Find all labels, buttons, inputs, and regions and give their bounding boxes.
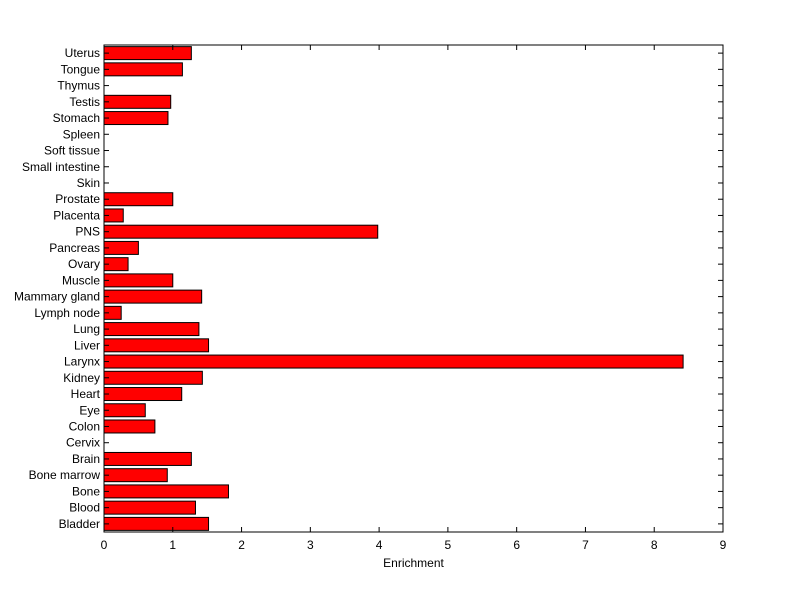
bar-bone [103, 484, 229, 499]
y-tick-label-ovary: Ovary [68, 257, 100, 271]
bar-eye [103, 403, 146, 418]
y-tick-label-lymph-node: Lymph node [34, 306, 100, 320]
bar-larynx [103, 354, 684, 369]
x-tick-label: 1 [169, 538, 176, 552]
y-tick-label-thymus: Thymus [57, 79, 100, 93]
x-tick-label: 3 [307, 538, 314, 552]
bar-tongue [103, 62, 183, 77]
y-tick-label-eye: Eye [79, 403, 100, 417]
y-tick-label-muscle: Muscle [62, 273, 100, 287]
y-tick-label-blood: Blood [69, 501, 100, 515]
bar-mammary-gland [103, 289, 203, 304]
ticks [103, 45, 724, 532]
bar-colon [103, 419, 156, 434]
x-tick-label: 9 [720, 538, 727, 552]
x-tick-label: 0 [101, 538, 108, 552]
y-tick-label-bone: Bone [72, 484, 100, 498]
y-tick-label-bone-marrow: Bone marrow [29, 468, 101, 482]
y-tick-label-spleen: Spleen [63, 127, 100, 141]
bars [103, 46, 684, 531]
y-tick-label-colon: Colon [69, 419, 100, 433]
y-tick-label-prostate: Prostate [55, 192, 100, 206]
bar-brain [103, 451, 192, 466]
y-tick-label-brain: Brain [72, 452, 100, 466]
bar-muscle [103, 273, 174, 288]
bar-heart [103, 387, 183, 402]
bar-prostate [103, 192, 174, 207]
x-tick-label: 4 [376, 538, 383, 552]
y-tick-label-pancreas: Pancreas [49, 241, 100, 255]
y-tick-label-small-intestine: Small intestine [22, 160, 100, 174]
y-tick-label-liver: Liver [74, 338, 100, 352]
y-tick-label-testis: Testis [69, 95, 100, 109]
bar-pns [103, 224, 379, 239]
y-tick-label-larynx: Larynx [64, 355, 100, 369]
bar-testis [103, 94, 172, 109]
x-tick-label: 6 [513, 538, 520, 552]
x-tick-labels: 0 1 2 3 4 5 6 7 8 9 [101, 538, 727, 552]
y-tick-label-lung: Lung [73, 322, 100, 336]
bar-bladder [103, 516, 210, 531]
y-tick-label-mammary-gland: Mammary gland [14, 290, 100, 304]
y-tick-label-tongue: Tongue [61, 62, 101, 76]
x-tick-label: 8 [651, 538, 658, 552]
x-axis-title: Enrichment [383, 556, 444, 570]
bar-bone-marrow [103, 468, 168, 483]
y-tick-labels: Bladder Blood Bone Bone marrow Brain Cervix Co… [14, 46, 101, 531]
bar-liver [103, 338, 210, 353]
y-tick-label-placenta: Placenta [53, 208, 100, 222]
y-tick-label-kidney: Kidney [63, 371, 100, 385]
bar-blood [103, 500, 196, 515]
y-tick-label-heart: Heart [71, 387, 101, 401]
x-tick-label: 7 [582, 538, 589, 552]
x-tick-label: 5 [445, 538, 452, 552]
bar-uterus [103, 46, 192, 61]
plot-frame [103, 44, 724, 533]
bar-stomach [103, 111, 169, 126]
bar-lung [103, 322, 200, 337]
y-tick-label-bladder: Bladder [59, 517, 100, 531]
y-tick-label-skin: Skin [77, 176, 100, 190]
y-tick-label-pns: PNS [75, 225, 100, 239]
bar-pancreas [103, 240, 139, 255]
bar-kidney [103, 370, 203, 385]
y-tick-label-uterus: Uterus [65, 46, 100, 60]
x-tick-label: 2 [238, 538, 245, 552]
y-tick-label-cervix: Cervix [66, 436, 100, 450]
y-tick-label-stomach: Stomach [53, 111, 100, 125]
y-tick-label-soft-tissue: Soft tissue [44, 144, 100, 158]
